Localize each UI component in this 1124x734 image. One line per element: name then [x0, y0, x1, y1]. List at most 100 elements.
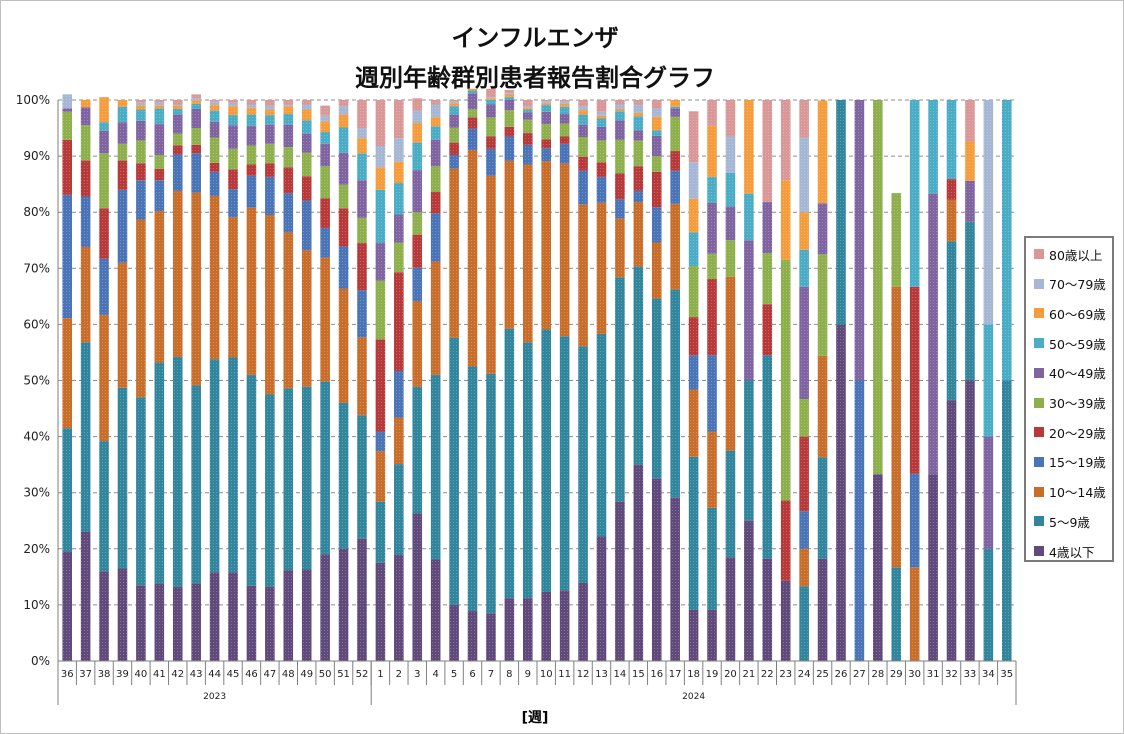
- bar-texture: [228, 148, 238, 170]
- bar-texture: [799, 100, 809, 138]
- bar-texture: [62, 318, 73, 429]
- bar-texture: [799, 286, 809, 400]
- bar-texture: [504, 110, 515, 127]
- bar-texture: [394, 464, 404, 555]
- bar-texture: [596, 126, 607, 141]
- bar-texture: [430, 117, 441, 127]
- bar-texture: [504, 94, 515, 98]
- bar-texture: [559, 136, 570, 144]
- bar-texture: [541, 100, 552, 102]
- bar-texture: [725, 240, 736, 277]
- x-tick-label: 18: [687, 669, 700, 680]
- chart-subtitle: 週別年齢群別患者報告割合グラフ: [355, 64, 715, 92]
- legend-label: 70～79歳: [1049, 277, 1106, 293]
- bar-texture: [725, 557, 736, 661]
- legend-item: 70～79歳: [1034, 276, 1106, 292]
- bar-texture: [670, 116, 680, 152]
- bar-texture: [744, 100, 754, 194]
- bar-texture: [541, 101, 552, 104]
- bar-texture: [504, 92, 515, 95]
- bar-texture: [191, 128, 201, 145]
- x-tick-label: 33: [964, 669, 977, 680]
- bar-texture: [80, 160, 91, 197]
- bar-texture: [449, 114, 459, 128]
- bar-texture: [191, 144, 201, 154]
- bar-texture: [541, 139, 552, 149]
- bar-texture: [172, 586, 183, 661]
- bar-texture: [578, 346, 588, 584]
- x-tick-label: 3: [414, 669, 420, 680]
- bar-texture: [688, 389, 699, 457]
- x-tick-label: 4: [432, 669, 438, 680]
- bar-texture: [449, 101, 459, 104]
- bar-texture: [522, 119, 533, 134]
- bar-texture: [633, 100, 644, 105]
- bar-texture: [430, 261, 441, 375]
- bar-texture: [983, 324, 994, 437]
- bar-texture: [725, 206, 736, 241]
- x-tick-label: 30: [908, 669, 921, 680]
- bar-texture: [486, 148, 496, 176]
- bar-texture: [522, 112, 533, 120]
- bar-texture: [909, 567, 920, 661]
- bar-texture: [559, 143, 570, 164]
- x-tick-label: 29: [890, 669, 903, 680]
- legend-item: 40～49歳: [1034, 365, 1106, 381]
- bar-texture: [394, 100, 404, 139]
- bar-texture: [394, 370, 404, 418]
- bar-texture: [651, 156, 662, 172]
- bar-texture: [320, 131, 330, 144]
- y-tick-label: 90%: [23, 149, 50, 163]
- bar-texture: [486, 98, 496, 100]
- x-tick-label: 12: [577, 669, 590, 680]
- bar-texture: [449, 127, 459, 143]
- bar-texture: [486, 136, 496, 149]
- bar-texture: [357, 128, 367, 139]
- bar-texture: [559, 106, 570, 115]
- bar-texture: [430, 139, 441, 167]
- bar-texture: [762, 558, 773, 661]
- bar-texture: [191, 583, 201, 661]
- bar-texture: [394, 138, 404, 162]
- bar-texture: [154, 100, 165, 103]
- bar-texture: [486, 613, 496, 661]
- bar-texture: [596, 100, 607, 112]
- bar-texture: [854, 380, 865, 661]
- bar-texture: [541, 124, 552, 140]
- x-tick-label: 28: [871, 669, 884, 680]
- bar-texture: [136, 102, 146, 106]
- bar-texture: [909, 473, 920, 568]
- bar-texture: [762, 355, 773, 559]
- x-tick-label: 13: [595, 669, 608, 680]
- bar-texture: [283, 104, 294, 107]
- bar-texture: [338, 548, 349, 661]
- bar-texture: [320, 115, 330, 122]
- bar-texture: [375, 501, 386, 563]
- bar-texture: [62, 94, 73, 109]
- bar-texture: [965, 221, 975, 381]
- bar-texture: [522, 164, 533, 343]
- bar-texture: [541, 103, 552, 106]
- bar-texture: [615, 277, 625, 502]
- bar-texture: [191, 192, 201, 386]
- bar-texture: [136, 100, 146, 103]
- bar-texture: [375, 562, 386, 661]
- bar-texture: [412, 267, 423, 302]
- legend-item: 15～19歳: [1034, 454, 1106, 470]
- bar-texture: [688, 456, 699, 610]
- bar-texture: [136, 397, 146, 586]
- legend-swatch: [1034, 367, 1044, 378]
- bar-texture: [357, 217, 367, 244]
- bar-texture: [338, 100, 349, 107]
- bar-texture: [283, 570, 294, 661]
- bar-texture: [615, 111, 625, 121]
- bar-texture: [1001, 380, 1012, 661]
- bar-texture: [799, 212, 809, 250]
- bar-texture: [651, 242, 662, 299]
- bar-texture: [504, 328, 515, 599]
- bar-texture: [651, 116, 662, 131]
- bar-texture: [394, 242, 404, 273]
- y-tick-label: 20%: [23, 542, 50, 556]
- bar-texture: [799, 548, 809, 587]
- bar-texture: [357, 337, 367, 416]
